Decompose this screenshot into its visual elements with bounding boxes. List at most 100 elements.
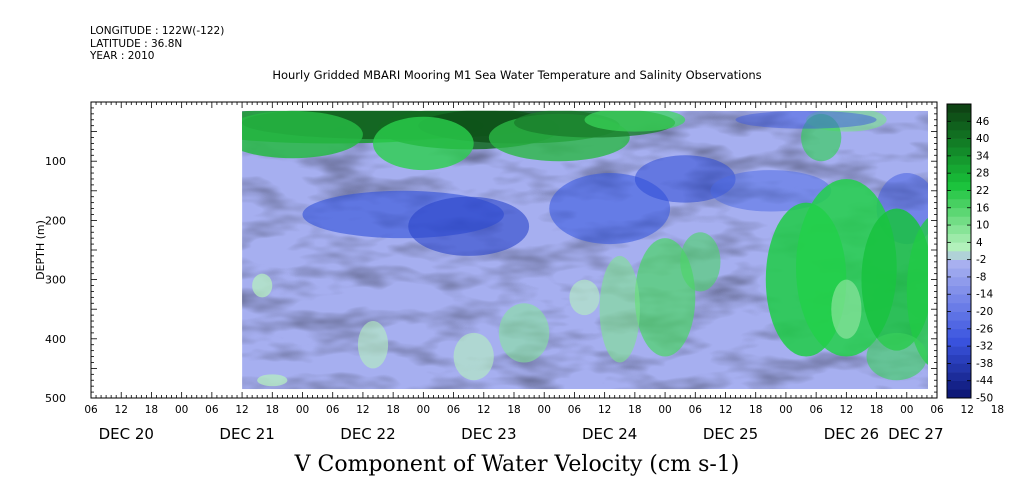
x-date-label: DEC 23: [461, 425, 516, 443]
longitude-text: LONGITUDE : 122W(-122): [90, 25, 225, 37]
colorbar-label: 22: [976, 185, 989, 197]
colorbar-segment: [947, 216, 971, 226]
colorbar-label: -38: [976, 358, 993, 370]
x-date-label: DEC 27: [888, 425, 943, 443]
heatmap-cell: [866, 332, 927, 381]
x-tick-label: 18: [145, 404, 158, 416]
x-tick-label: 18: [870, 404, 883, 416]
colorbar-segment: [947, 147, 971, 157]
colorbar-segment: [947, 181, 971, 191]
colorbar-segment: [947, 129, 971, 139]
colorbar-segment: [947, 190, 971, 200]
colorbar-segment: [947, 354, 971, 364]
y-tick-label: 100: [45, 155, 66, 168]
colorbar-segment: [947, 242, 971, 252]
x-tick-label: 00: [538, 404, 551, 416]
x-date-label: DEC 24: [582, 425, 637, 443]
colorbar-label: 46: [976, 116, 990, 128]
y-tick-label: 500: [45, 392, 66, 405]
x-date-label: DEC 22: [340, 425, 395, 443]
colorbar-segment: [947, 311, 971, 321]
heatmap-cell: [453, 332, 494, 381]
colorbar-segment: [947, 155, 971, 165]
heatmap-cell: [373, 116, 474, 171]
colorbar-segment: [947, 372, 971, 382]
colorbar-segment: [947, 328, 971, 338]
colorbar-label: -20: [976, 306, 993, 318]
colorbar-segment: [947, 233, 971, 243]
colorbar-segment: [947, 199, 971, 209]
colorbar-frame: [946, 103, 972, 399]
heatmap-cell: [408, 196, 530, 256]
colorbar-label: 16: [976, 202, 990, 214]
heatmap-cell: [549, 173, 671, 245]
colorbar-segment: [947, 138, 971, 148]
heatmap-cell: [735, 110, 877, 129]
x-tick-label: 06: [205, 404, 219, 416]
x-tick-label: 06: [326, 404, 340, 416]
heatmap-cell: [569, 279, 600, 316]
colorbar-segment: [947, 346, 971, 356]
colorbar-label: -44: [976, 375, 993, 387]
colorbar-segment: [947, 294, 971, 304]
y-tick-label: 200: [45, 214, 66, 227]
x-tick-label: 06: [809, 404, 823, 416]
x-tick-label: 00: [779, 404, 792, 416]
x-tick-label: 18: [628, 404, 641, 416]
heatmap-cell: [634, 238, 696, 357]
x-tick-label: 06: [84, 404, 98, 416]
colorbar-label: -32: [976, 341, 993, 353]
x-tick-label: 00: [417, 404, 430, 416]
heatmap-cell: [242, 110, 363, 159]
colorbar-segment: [947, 389, 971, 399]
colorbar-segment: [947, 104, 971, 113]
colorbar-label: 10: [976, 220, 989, 232]
colorbar-segment: [947, 380, 971, 390]
heatmap-cell: [831, 279, 862, 339]
x-tick-label: 12: [719, 404, 732, 416]
colorbar-label: -2: [976, 254, 986, 266]
heatmap-field: [242, 110, 929, 390]
x-tick-label: 12: [961, 404, 974, 416]
heatmap-cell: [599, 255, 640, 363]
colorbar-segment: [947, 251, 971, 260]
colorbar-segment: [947, 173, 971, 183]
heatmap-cell: [498, 303, 550, 363]
colorbar-segment: [947, 320, 971, 330]
heatmap-cell: [584, 110, 686, 132]
colorbar-segment: [947, 259, 971, 269]
colorbar-segment: [947, 337, 971, 347]
x-axis-title: V Component of Water Velocity (cm s-1): [294, 452, 740, 477]
colorbar-label: -26: [976, 323, 993, 335]
colorbar-segment: [947, 164, 971, 174]
x-tick-label: 18: [266, 404, 279, 416]
colorbar-label: -8: [976, 271, 986, 283]
colorbar-segment: [947, 285, 971, 295]
x-tick-label: 12: [356, 404, 369, 416]
x-tick-label: 06: [447, 404, 461, 416]
colorbar-segment: [947, 225, 971, 235]
colorbar-label: -14: [976, 289, 993, 301]
heatmap-cell: [710, 170, 832, 212]
x-tick-label: 12: [840, 404, 853, 416]
heatmap-cell: [257, 374, 288, 387]
x-tick-label: 12: [598, 404, 611, 416]
year-text: YEAR : 2010: [90, 50, 155, 62]
colorbar-segment: [947, 112, 971, 122]
x-tick-label: 18: [991, 404, 1004, 416]
x-tick-label: 12: [235, 404, 248, 416]
x-tick-label: 06: [568, 404, 582, 416]
x-tick-label: 00: [175, 404, 188, 416]
colorbar-label: 4: [976, 237, 983, 249]
x-tick-label: 06: [930, 404, 944, 416]
latitude-text: LATITUDE : 36.8N: [90, 37, 183, 50]
x-tick-label: 12: [115, 404, 128, 416]
x-date-label: DEC 20: [99, 425, 154, 443]
heatmap-cell: [906, 217, 929, 365]
colorbar-label: 40: [976, 133, 989, 145]
y-tick-label: 400: [45, 333, 66, 346]
chart-title: Hourly Gridded MBARI Mooring M1 Sea Wate…: [272, 68, 762, 82]
x-tick-label: 18: [507, 404, 520, 416]
heatmap-cell: [252, 273, 273, 298]
